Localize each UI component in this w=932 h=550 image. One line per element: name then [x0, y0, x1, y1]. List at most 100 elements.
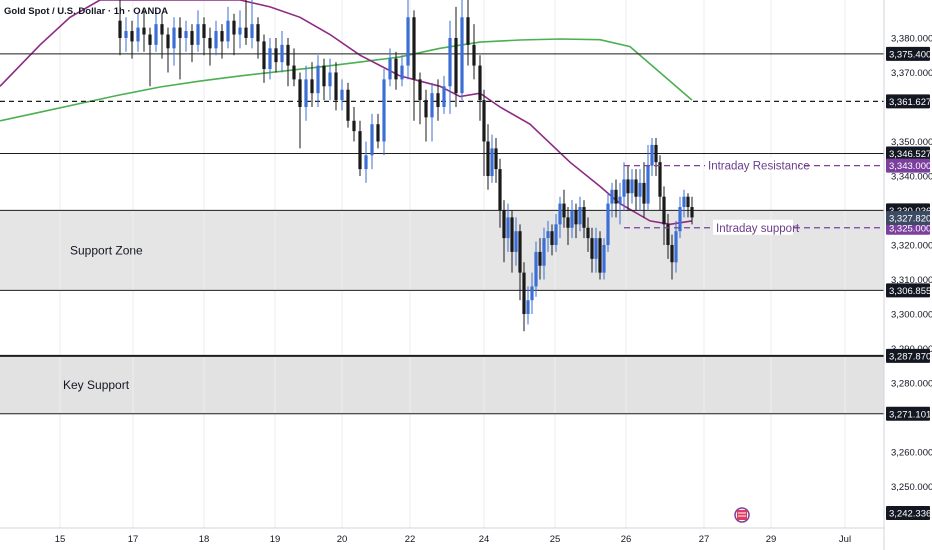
- level-badge-1-text: 3,375.400: [889, 49, 931, 60]
- candle-body: [686, 196, 690, 208]
- time-tick-label: 24: [479, 534, 490, 545]
- candle: [124, 17, 128, 52]
- candle: [436, 79, 440, 121]
- candle-body: [130, 31, 134, 42]
- candle: [442, 75, 446, 114]
- candle-body: [646, 165, 650, 204]
- time-tick-label: 27: [699, 534, 710, 545]
- candle-body: [226, 20, 230, 42]
- candle: [686, 193, 690, 218]
- candle: [606, 193, 610, 252]
- annotations-layer: Intraday Resistance Intraday support: [624, 157, 884, 235]
- level-badge-3-text: 3,346.527: [889, 149, 931, 160]
- price-tick-label: 3,320.000: [891, 241, 932, 252]
- annotation-bg-1: [705, 157, 799, 173]
- candle: [598, 231, 602, 280]
- candle: [510, 210, 514, 273]
- intraday-badge-1-text: 3,343.000: [889, 161, 931, 172]
- candle-body: [574, 210, 578, 225]
- candle-body: [506, 217, 510, 239]
- time-tick-label: 25: [550, 534, 561, 545]
- candle-body: [190, 31, 194, 45]
- candle: [250, 0, 254, 49]
- intraday-badge-2-text: 3,325.000: [889, 223, 931, 234]
- candle-body: [184, 31, 188, 38]
- candle: [202, 17, 206, 56]
- candle-body: [682, 196, 686, 208]
- candle: [418, 72, 422, 125]
- candle: [208, 27, 212, 66]
- candle: [430, 82, 434, 142]
- candle: [538, 238, 542, 280]
- candle: [346, 82, 350, 128]
- candle-body: [526, 300, 530, 315]
- candle: [316, 55, 320, 107]
- candle-body: [292, 65, 296, 80]
- price-axis[interactable]: 3,380.000 3,370.000 3,350.000 3,340.000 3,32…: [886, 33, 932, 521]
- candle: [268, 37, 272, 80]
- candle: [630, 169, 634, 204]
- candle-body: [550, 231, 554, 246]
- annotation-label-1: Intraday Resistance: [708, 161, 810, 173]
- candle-body: [460, 17, 464, 94]
- candle-body: [334, 72, 338, 101]
- candle-body: [690, 207, 694, 218]
- candle-body: [442, 86, 446, 107]
- calendar-event-icon[interactable]: [734, 507, 750, 523]
- candle: [682, 189, 686, 218]
- candle: [394, 51, 398, 90]
- candle-body: [262, 41, 266, 70]
- candle-body: [634, 179, 638, 197]
- candle: [118, 0, 122, 56]
- candle: [214, 20, 218, 56]
- candle-body: [166, 34, 170, 49]
- candle-body: [160, 24, 164, 35]
- candle-body: [482, 100, 486, 142]
- time-tick-label: 22: [405, 534, 416, 545]
- candle-body: [154, 24, 158, 45]
- annotation-label-2: Intraday support: [716, 223, 800, 235]
- time-axis[interactable]: 15 17 18 19 20 22 24 25 26 27 29 Jul: [55, 534, 851, 545]
- candle-body: [370, 124, 374, 156]
- moving-average-1: [0, 38, 693, 122]
- candle-body: [232, 20, 236, 35]
- candle-body: [542, 238, 546, 266]
- candle-body: [486, 141, 490, 176]
- candle-body: [394, 58, 398, 80]
- candle: [274, 37, 278, 73]
- candle: [650, 138, 654, 176]
- candle: [654, 138, 658, 176]
- time-tick-label: 17: [128, 534, 139, 545]
- candle-body: [472, 44, 476, 66]
- candle: [482, 89, 486, 176]
- candle: [448, 20, 452, 114]
- candle-body: [418, 79, 422, 101]
- candle: [466, 0, 470, 66]
- candle: [160, 13, 164, 59]
- candle: [486, 124, 490, 190]
- candle: [690, 196, 694, 225]
- candle: [352, 106, 356, 142]
- candle: [286, 37, 290, 87]
- candle: [662, 186, 666, 246]
- candle-body: [642, 182, 646, 204]
- candle-body: [286, 44, 290, 66]
- candle: [634, 169, 638, 211]
- intraday-badge-1-bg: [886, 158, 930, 173]
- candle-body: [626, 179, 630, 194]
- candle: [554, 213, 558, 252]
- candle: [178, 17, 182, 80]
- candle-body: [522, 272, 526, 315]
- price-tick-label: 3,340.000: [891, 172, 932, 183]
- candle-body: [562, 203, 566, 218]
- candle-body: [448, 37, 452, 87]
- candle: [594, 227, 598, 273]
- candle: [226, 6, 230, 49]
- zone-label-2: Key Support: [63, 378, 130, 392]
- candle-body: [602, 245, 606, 273]
- candle-body: [400, 65, 404, 80]
- candle-body: [510, 217, 514, 252]
- candle-body: [340, 89, 344, 101]
- candle: [136, 13, 140, 52]
